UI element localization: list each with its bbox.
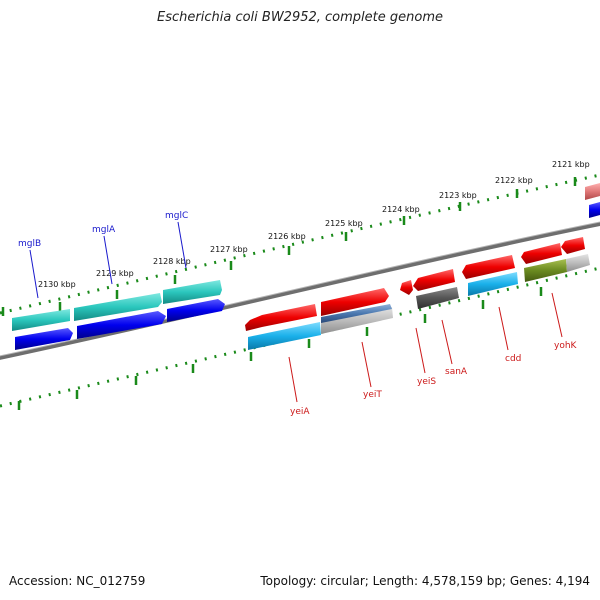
gene-feature[interactable] — [413, 269, 455, 291]
label-leaders — [29, 221, 563, 403]
gene-label-yeiT: yeiT — [363, 390, 382, 400]
mglA-gene[interactable] — [77, 311, 166, 339]
gene-label-yohK: yohK — [554, 341, 578, 351]
tick-label: 2124 kbp — [382, 205, 420, 214]
gene-feature[interactable] — [400, 280, 413, 295]
yohK-gene[interactable] — [524, 259, 567, 282]
yeiT-band[interactable] — [321, 304, 392, 323]
cdd-gene[interactable] — [468, 272, 518, 296]
topology-text: Topology: circular; Length: 4,578,159 bp… — [260, 574, 590, 588]
accession-text: Accession: NC_012759 — [9, 574, 146, 588]
gene-label-mglA: mglA — [92, 225, 116, 235]
gene-feature[interactable] — [74, 293, 162, 321]
tick-label: 2123 kbp — [439, 191, 477, 200]
gene-feature[interactable] — [12, 309, 70, 331]
gene-label-mglC: mglC — [165, 211, 188, 221]
tick-label: 2121 kbp — [552, 160, 590, 169]
tick-label: 2122 kbp — [495, 176, 533, 185]
tick-label: 2125 kbp — [325, 219, 363, 228]
mglC-gene[interactable] — [167, 299, 225, 322]
yeiA-gene[interactable] — [245, 304, 317, 331]
gene-feature[interactable] — [321, 288, 389, 316]
genome-backbone — [0, 221, 600, 360]
yeiA-feature[interactable] — [248, 322, 321, 350]
gene-label-sanA: sanA — [445, 367, 468, 377]
tick-label: 2128 kbp — [153, 257, 191, 266]
gene-feature[interactable] — [561, 237, 585, 254]
gene-feature[interactable] — [521, 243, 562, 264]
gene-feature[interactable] — [462, 255, 515, 279]
mglB-gene[interactable] — [15, 328, 73, 350]
map-title: Escherichia coli BW2952, complete genome — [157, 10, 443, 25]
gene-label-yeiS: yeiS — [417, 377, 436, 387]
major-ticks — [1, 177, 577, 410]
sanA-gene[interactable] — [416, 287, 459, 309]
gene-label-cdd: cdd — [505, 354, 521, 364]
tick-label: 2127 kbp — [210, 245, 248, 254]
gene-feature[interactable] — [585, 183, 600, 200]
tick-label: 2129 kbp — [96, 269, 134, 278]
gene-label-mglB: mglB — [18, 239, 41, 249]
yohK-tail[interactable] — [566, 254, 590, 272]
tick-label: 2126 kbp — [268, 232, 306, 241]
gene-feature[interactable] — [163, 280, 222, 304]
tick-label: 2130 kbp — [38, 280, 76, 289]
yeiT-gene[interactable] — [321, 307, 393, 334]
gene-label-yeiA: yeiA — [290, 407, 310, 417]
gene-feature[interactable] — [589, 202, 600, 218]
